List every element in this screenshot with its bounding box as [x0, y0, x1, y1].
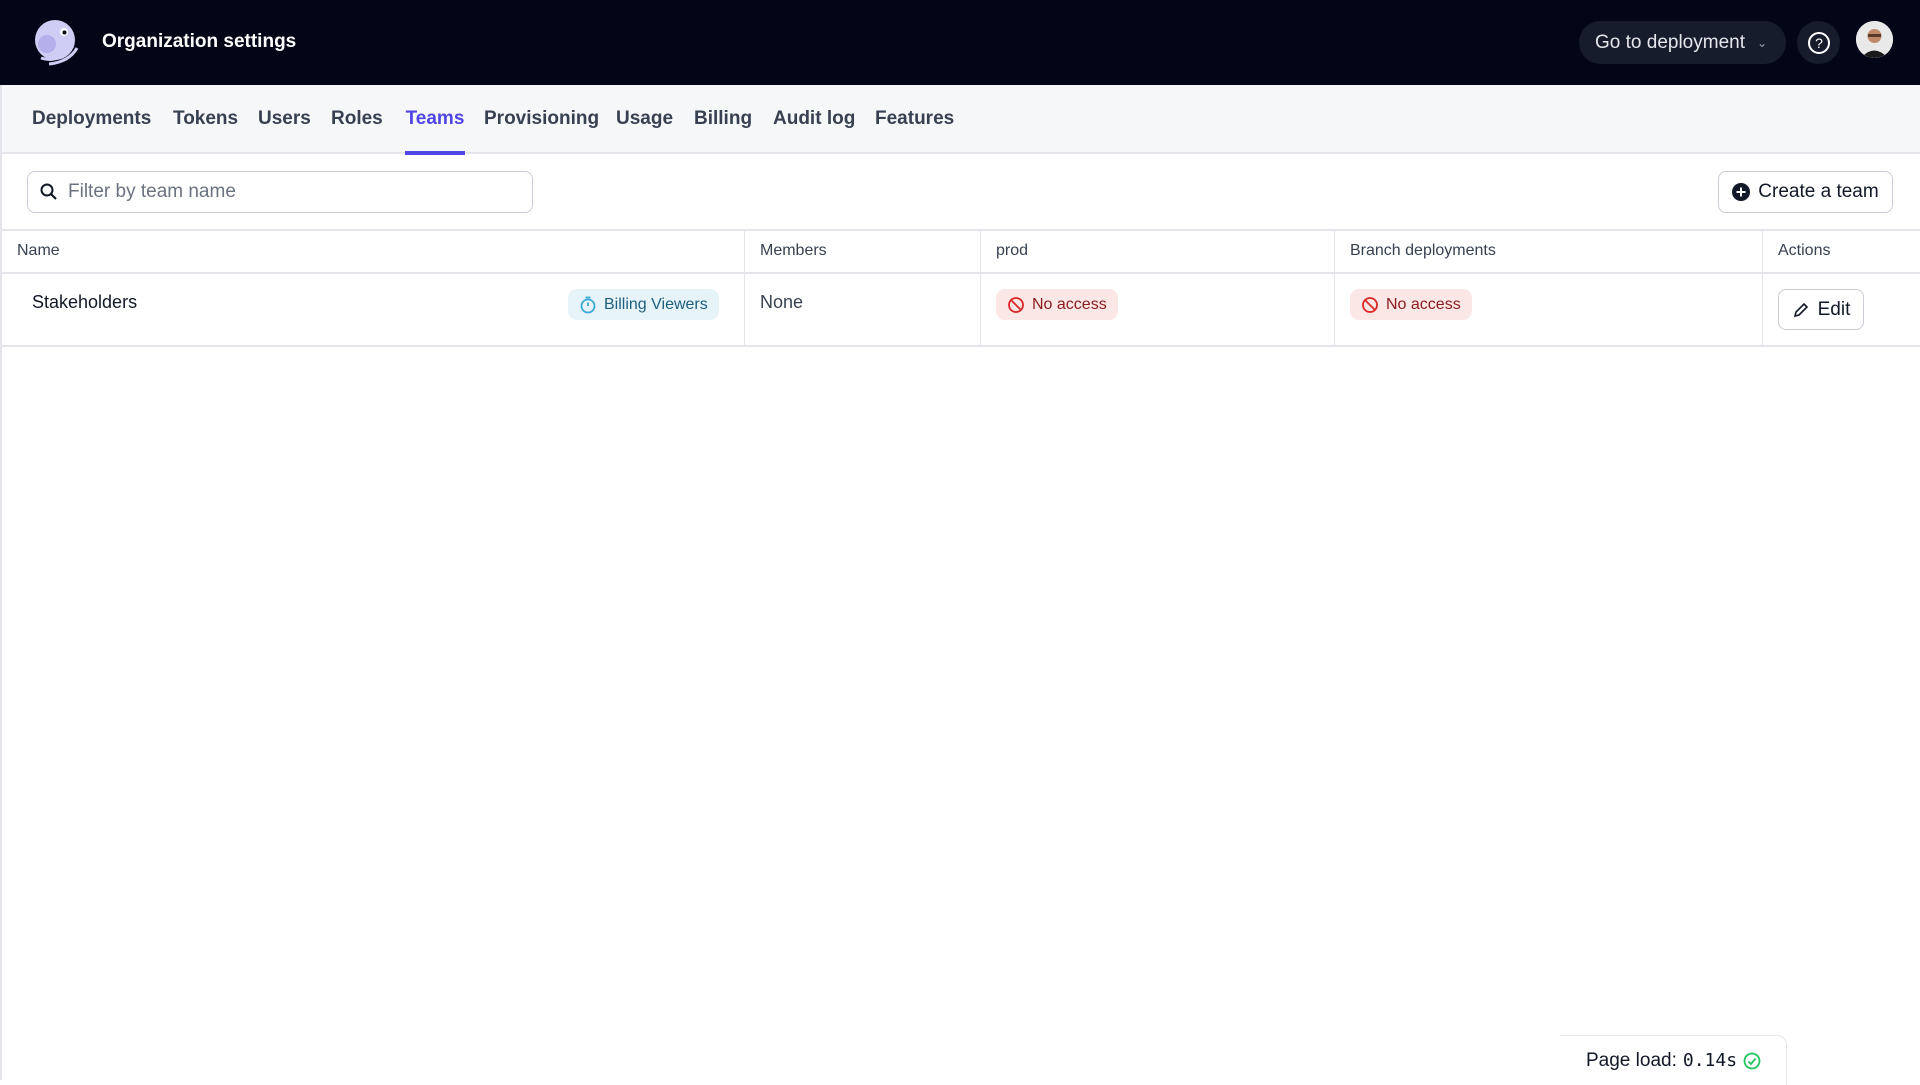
teams-table: Name Members prod Branch deployments Act…: [0, 229, 1920, 347]
pencil-icon: [1793, 302, 1808, 317]
go-to-deployment-dropdown[interactable]: Go to deployment ⌄: [1579, 21, 1786, 64]
octopus-logo-icon[interactable]: [31, 18, 81, 68]
tab-billing[interactable]: Billing: [694, 108, 753, 129]
go-to-deployment-label: Go to deployment: [1595, 31, 1745, 53]
prod-cell: No access: [980, 274, 1334, 345]
column-header-actions: Actions: [1762, 231, 1920, 272]
table-row: Stakeholders Billing Viewers None No acc…: [2, 274, 1920, 347]
branch-access-badge: No access: [1350, 289, 1472, 320]
edit-team-button[interactable]: Edit: [1778, 289, 1864, 330]
search-icon: [40, 183, 57, 200]
help-button[interactable]: ?: [1797, 21, 1840, 64]
column-header-name[interactable]: Name: [17, 242, 60, 259]
tab-teams[interactable]: Teams: [405, 85, 465, 155]
chevron-down-icon: ⌄: [1756, 35, 1768, 50]
edit-label: Edit: [1817, 298, 1851, 320]
tab-provisioning[interactable]: Provisioning: [484, 108, 600, 129]
stopwatch-icon: [580, 296, 596, 313]
page-title: Organization settings: [102, 31, 297, 52]
prod-access-label: No access: [1032, 295, 1107, 313]
table-header: Name Members prod Branch deployments Act…: [2, 231, 1920, 274]
role-badge: Billing Viewers: [568, 289, 719, 320]
page-load-label: Page load:: [1586, 1049, 1677, 1071]
avatar-image-icon: [1856, 21, 1893, 58]
left-border: [0, 154, 2, 1080]
tab-users[interactable]: Users: [258, 108, 311, 129]
branch-cell: No access: [1334, 274, 1762, 345]
plus-circle-icon: [1732, 183, 1751, 201]
check-circle-icon: [1743, 1052, 1761, 1069]
tab-audit-log[interactable]: Audit log: [773, 108, 856, 129]
prod-access-badge: No access: [996, 289, 1118, 320]
members-cell: None: [744, 274, 980, 345]
team-search-box[interactable]: [27, 171, 533, 213]
members-value: None: [760, 292, 804, 312]
tab-deployments[interactable]: Deployments: [32, 108, 152, 129]
name-cell: Stakeholders Billing Viewers: [2, 274, 744, 345]
team-name: Stakeholders: [32, 292, 138, 312]
settings-tabs: Deployments Tokens Users Roles Teams Pro…: [0, 85, 1920, 155]
column-header-prod[interactable]: prod: [980, 231, 1334, 272]
tab-features[interactable]: Features: [875, 108, 955, 129]
page-load-value: 0.14s: [1682, 1050, 1738, 1071]
question-circle-icon: ?: [1807, 31, 1830, 54]
no-access-icon: [1362, 296, 1378, 313]
role-badge-label: Billing Viewers: [604, 295, 708, 313]
actions-cell: Edit: [1762, 274, 1920, 345]
tab-tokens[interactable]: Tokens: [173, 108, 239, 129]
create-team-button[interactable]: Create a team: [1718, 171, 1893, 213]
top-header: Organization settings Go to deployment ⌄…: [0, 0, 1920, 85]
user-avatar[interactable]: [1856, 21, 1893, 58]
tab-roles[interactable]: Roles: [331, 108, 383, 129]
tab-usage[interactable]: Usage: [616, 108, 674, 129]
svg-text:?: ?: [1815, 35, 1823, 51]
create-team-label: Create a team: [1758, 181, 1879, 202]
page-load-indicator: Page load: 0.14s: [1560, 1035, 1787, 1085]
column-header-members[interactable]: Members: [744, 231, 980, 272]
column-header-branch-deployments[interactable]: Branch deployments: [1334, 231, 1762, 272]
no-access-icon: [1008, 296, 1024, 313]
team-search-input[interactable]: [68, 181, 508, 203]
branch-access-label: No access: [1386, 295, 1461, 313]
